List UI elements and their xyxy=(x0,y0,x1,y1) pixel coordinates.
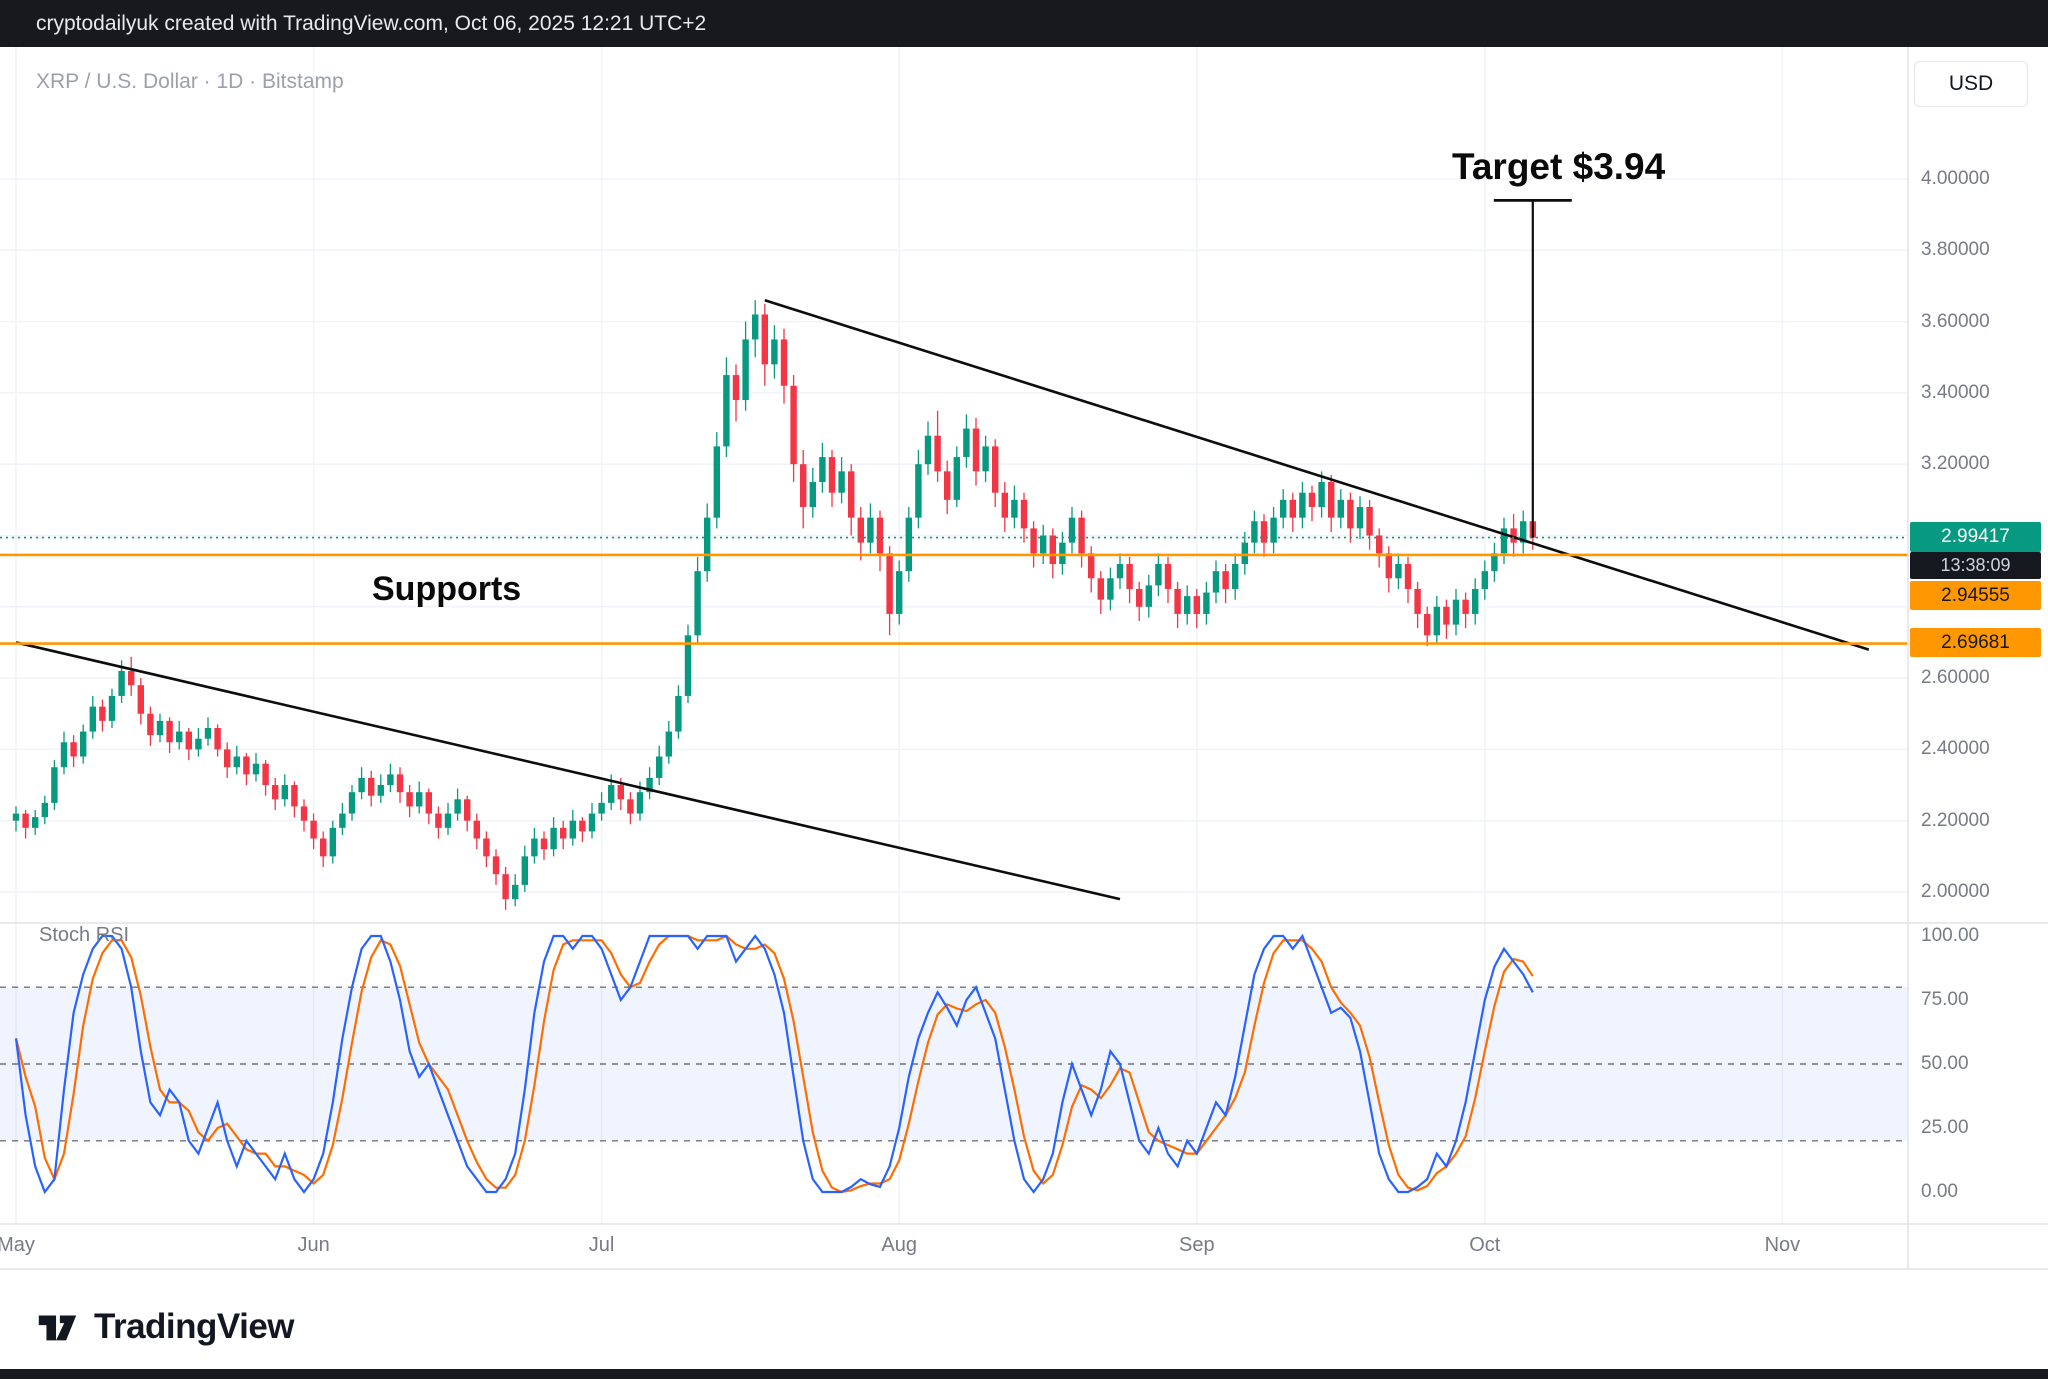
price-axis-label[interactable]: 3.20000 xyxy=(1921,453,1990,475)
stoch-rsi-band xyxy=(0,986,1908,1142)
price-axis-label[interactable]: 2.60000 xyxy=(1921,667,1990,689)
price-axis-label[interactable]: 3.40000 xyxy=(1921,381,1990,403)
price-axis-label[interactable]: 2.20000 xyxy=(1921,809,1990,831)
time-axis-label[interactable]: Jul xyxy=(588,1234,615,1256)
target-annotation: Target $3.94 xyxy=(1452,146,1666,187)
stoch-rsi-lines xyxy=(14,933,1534,1195)
currency-toggle-button[interactable]: USD xyxy=(1914,61,2028,107)
rsi-axis-label[interactable]: 0.00 xyxy=(1921,1181,1958,1202)
stoch-rsi-d-line xyxy=(14,934,1534,1194)
pane-separators xyxy=(0,47,2048,1270)
attribution-bar: cryptodailyuk created with TradingView.c… xyxy=(0,0,2048,47)
rsi-axis-label[interactable]: 100.00 xyxy=(1921,925,1980,946)
candles xyxy=(12,300,1536,910)
rsi-indicator-title[interactable]: Stoch RSI xyxy=(39,924,130,946)
price-axis-label[interactable]: 2.40000 xyxy=(1921,738,1990,760)
bar-countdown-badge: 13:38:09 xyxy=(1910,552,2041,579)
rsi-axis-label[interactable]: 25.00 xyxy=(1921,1117,1969,1138)
price-axis-label[interactable]: 2.00000 xyxy=(1921,881,1990,902)
time-axis-label[interactable]: Aug xyxy=(881,1234,917,1256)
support-level-badge: 2.94555 xyxy=(1910,581,2041,610)
supports-annotation: Supports xyxy=(372,570,522,608)
price-axis-label[interactable]: 4.00000 xyxy=(1921,168,1990,189)
current-price-badge: 2.99417 xyxy=(1910,522,2041,552)
bottom-strip xyxy=(0,1369,2048,1379)
stoch-rsi-k-line xyxy=(14,933,1534,1195)
attribution-text: cryptodailyuk created with TradingView.c… xyxy=(36,11,707,35)
footer: TradingView xyxy=(0,1270,2048,1369)
tradingview-logo-icon xyxy=(38,1315,77,1340)
time-axis-label[interactable]: Sep xyxy=(1179,1234,1215,1256)
time-axis-label[interactable]: May xyxy=(0,1234,35,1256)
time-axis-label[interactable]: Oct xyxy=(1469,1234,1501,1256)
rsi-axis-label[interactable]: 50.00 xyxy=(1921,1053,1969,1074)
time-axis-label[interactable]: Nov xyxy=(1764,1234,1801,1256)
chart-drawings xyxy=(0,198,1908,901)
symbol-title[interactable]: XRP / U.S. Dollar · 1D · Bitstamp xyxy=(36,70,344,93)
tradingview-brand-text: TradingView xyxy=(94,1306,295,1346)
price-chart-svg[interactable] xyxy=(0,47,2048,1270)
support-level-badge: 2.69681 xyxy=(1910,628,2041,657)
price-axis-label[interactable]: 3.80000 xyxy=(1921,239,1990,261)
rsi-axis-label[interactable]: 75.00 xyxy=(1921,989,1969,1010)
time-axis-label[interactable]: Jun xyxy=(297,1234,330,1256)
price-axis-label[interactable]: 3.60000 xyxy=(1921,310,1990,332)
